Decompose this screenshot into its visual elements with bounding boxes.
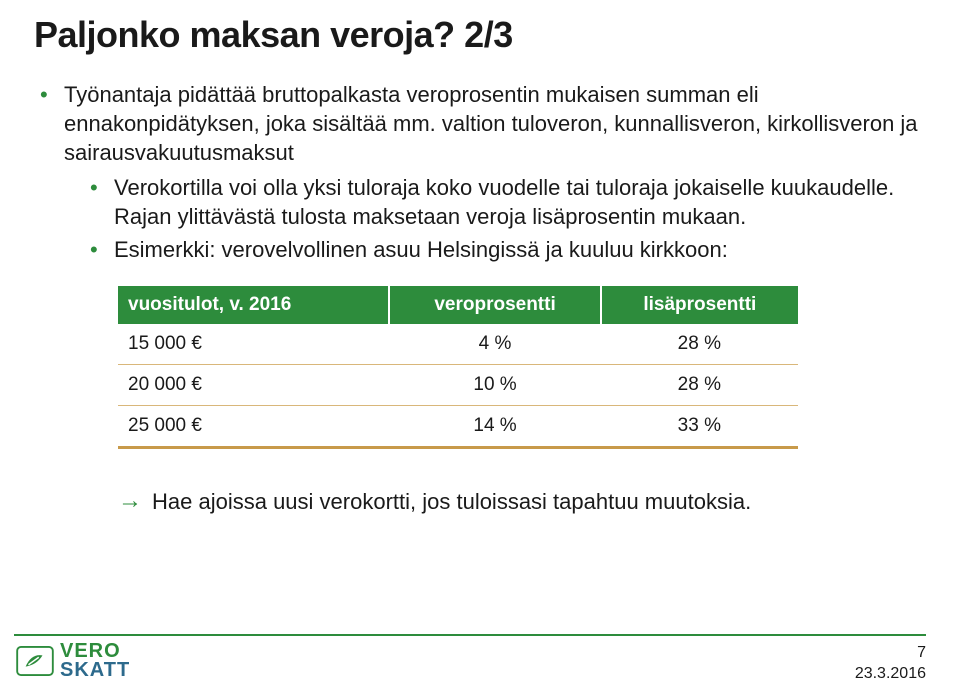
table-row: 25 000 € 14 % 33 % bbox=[118, 406, 798, 448]
sub-bullet-text: Esimerkki: verovelvollinen asuu Helsingi… bbox=[114, 237, 728, 262]
table-cell: 28 % bbox=[601, 324, 798, 365]
table-cell: 20 000 € bbox=[118, 365, 389, 406]
table-header: vuositulot, v. 2016 bbox=[118, 286, 389, 324]
arrow-icon: → bbox=[118, 489, 142, 513]
footer-date: 23.3.2016 bbox=[855, 663, 926, 685]
logo-leaf-icon bbox=[16, 646, 54, 676]
table-row: 15 000 € 4 % 28 % bbox=[118, 324, 798, 365]
logo-skatt: SKATT bbox=[60, 661, 130, 680]
cta-text: Hae ajoissa uusi verokortti, jos tuloiss… bbox=[152, 489, 751, 515]
slide: Paljonko maksan veroja? 2/3 Työnantaja p… bbox=[0, 0, 960, 695]
table-cell: 10 % bbox=[389, 365, 600, 406]
sub-bullet-item: Verokortilla voi olla yksi tuloraja koko… bbox=[90, 173, 926, 231]
sub-bullet-item: Esimerkki: verovelvollinen asuu Helsingi… bbox=[90, 235, 926, 264]
page-title: Paljonko maksan veroja? 2/3 bbox=[34, 14, 926, 56]
table-cell: 4 % bbox=[389, 324, 600, 365]
table-header-row: vuositulot, v. 2016 veroprosentti lisäpr… bbox=[118, 286, 798, 324]
table-cell: 14 % bbox=[389, 406, 600, 448]
logo-vero: VERO bbox=[60, 642, 130, 661]
table-cell: 33 % bbox=[601, 406, 798, 448]
sub-bullet-list: Verokortilla voi olla yksi tuloraja koko… bbox=[90, 173, 926, 264]
page-number: 7 bbox=[855, 642, 926, 664]
table-cell: 25 000 € bbox=[118, 406, 389, 448]
cta: → Hae ajoissa uusi verokortti, jos tuloi… bbox=[118, 489, 926, 515]
sub-bullet-text: Verokortilla voi olla yksi tuloraja koko… bbox=[114, 175, 894, 229]
table-header: lisäprosentti bbox=[601, 286, 798, 324]
table-cell: 15 000 € bbox=[118, 324, 389, 365]
table-row: 20 000 € 10 % 28 % bbox=[118, 365, 798, 406]
bullet-text: Työnantaja pidättää bruttopalkasta verop… bbox=[64, 82, 918, 165]
footer: VERO SKATT 7 23.3.2016 bbox=[14, 634, 926, 685]
table-header: veroprosentti bbox=[389, 286, 600, 324]
bullet-list: Työnantaja pidättää bruttopalkasta verop… bbox=[40, 80, 926, 264]
footer-meta: 7 23.3.2016 bbox=[855, 642, 926, 685]
table-cell: 28 % bbox=[601, 365, 798, 406]
bullet-item: Työnantaja pidättää bruttopalkasta verop… bbox=[40, 80, 926, 264]
tax-table: vuositulot, v. 2016 veroprosentti lisäpr… bbox=[118, 286, 798, 449]
logo-text: VERO SKATT bbox=[60, 642, 130, 680]
logo: VERO SKATT bbox=[16, 642, 130, 680]
